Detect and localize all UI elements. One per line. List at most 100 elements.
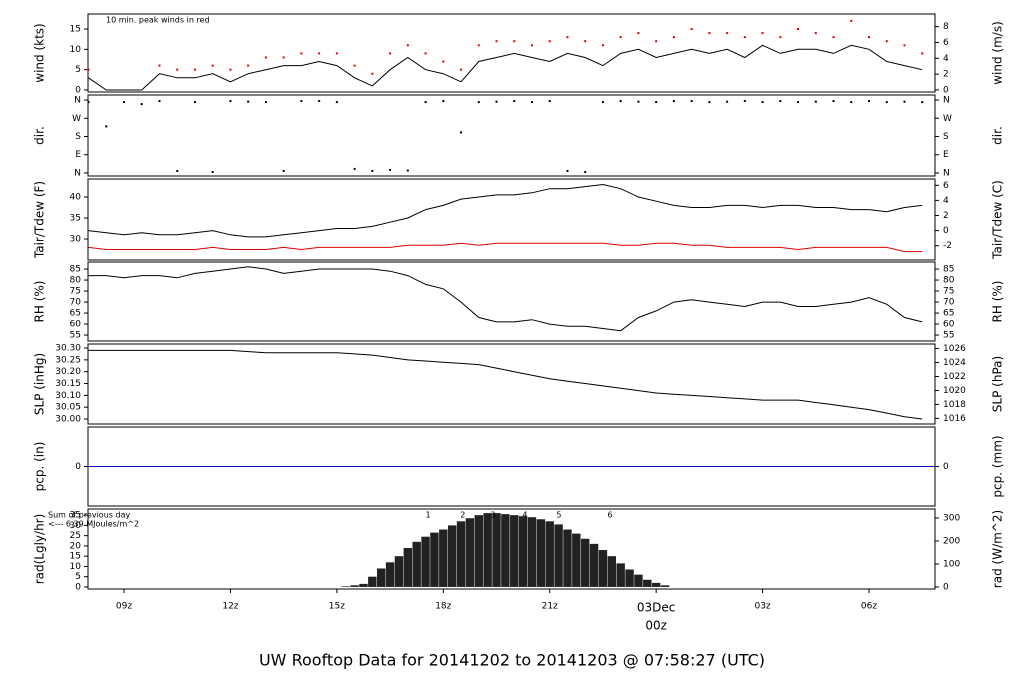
y-tick-label: 65 (70, 309, 81, 319)
bar (412, 541, 421, 587)
data-point (584, 40, 587, 43)
data-point (637, 100, 640, 103)
y2-tick-label: 8 (943, 22, 949, 32)
y-axis-title: SLP (inHg) (33, 353, 47, 415)
y2-tick-label: -2 (943, 241, 952, 251)
data-point (761, 32, 764, 35)
y-tick-label: 70 (70, 298, 82, 308)
data-point (743, 100, 746, 103)
y-tick-label: W (72, 114, 81, 124)
y2-tick-label: 55 (943, 331, 954, 341)
bar (580, 538, 590, 587)
marker-label: 3 (490, 511, 495, 520)
y2-tick-label: 1018 (943, 400, 966, 410)
bar (439, 529, 448, 587)
data-point (123, 101, 126, 104)
data-point (814, 32, 817, 35)
data-point (424, 52, 427, 55)
panel-frame (87, 261, 936, 342)
y2-tick-label: W (943, 114, 952, 124)
y-tick-label: 5 (75, 572, 81, 582)
y-axis-title: Tair/Tdew (F) (33, 181, 47, 259)
y2-tick-label: 200 (943, 536, 960, 546)
data-point (921, 101, 924, 104)
bar (563, 529, 572, 587)
data-point (460, 131, 463, 134)
y2-tick-label: 75 (943, 287, 954, 297)
bar (589, 543, 599, 587)
plot-area (88, 349, 923, 420)
y2-tick-label: 0 (943, 462, 949, 472)
marker-label: 2 (460, 511, 465, 520)
y-axis-title: pcp. (in) (33, 442, 47, 492)
data-point (495, 40, 498, 43)
y2-axis-title: dir. (991, 126, 1005, 145)
y-tick-label: 30.20 (55, 367, 81, 377)
data-point (690, 100, 693, 103)
y-tick-label: 10 (70, 562, 82, 572)
bar (625, 569, 634, 587)
bar (350, 585, 359, 587)
y2-tick-label: 4 (943, 54, 949, 64)
data-point (690, 28, 693, 31)
data-point (176, 68, 179, 71)
y-axis-title: rad(Lgly/hr) (33, 514, 47, 585)
panel-frame (87, 508, 936, 590)
y2-tick-label: 0 (943, 226, 949, 236)
y-tick-label: 30.30 (55, 344, 81, 354)
data-point (87, 68, 90, 71)
data-point (655, 40, 658, 43)
data-point (868, 100, 871, 103)
data-point (619, 100, 622, 103)
y2-tick-label: 1026 (943, 344, 966, 354)
data-point (335, 101, 338, 104)
data-point (797, 101, 800, 104)
data-line (88, 44, 923, 91)
data-point (193, 68, 196, 71)
bar (510, 515, 519, 587)
y2-tick-label: 1022 (943, 372, 966, 382)
x-tick-label: 12z (222, 602, 238, 612)
bar (634, 574, 643, 587)
bar (474, 515, 483, 587)
data-point (477, 101, 480, 104)
panel-frame (87, 178, 936, 261)
y-tick-label: 80 (70, 276, 82, 286)
panel-frame (87, 13, 936, 93)
data-point (850, 101, 853, 104)
y2-tick-label: N (943, 168, 950, 178)
data-point (87, 101, 90, 104)
y-tick-label: 85 (70, 265, 81, 275)
y2-axis-title: rad (W/m^2) (991, 510, 1005, 588)
data-point (406, 169, 409, 172)
y2-tick-label: 65 (943, 309, 954, 319)
data-point (868, 36, 871, 39)
y2-axis-title: SLP (hPa) (991, 356, 1005, 412)
data-point (513, 40, 516, 43)
data-line (88, 242, 923, 253)
data-point (318, 100, 321, 103)
annotation: Sum of previous day (48, 511, 130, 520)
y-tick-label: 30.00 (55, 415, 81, 425)
y2-tick-label: E (943, 150, 949, 160)
y-tick-label: E (75, 150, 81, 160)
y-tick-label: 0 (75, 85, 81, 95)
y-tick-label: 35 (70, 214, 81, 224)
bar (359, 583, 368, 587)
data-point (371, 169, 374, 172)
y-tick-label: 30.05 (55, 403, 81, 413)
data-point (708, 101, 711, 104)
bar (536, 519, 546, 587)
marker-label: 4 (522, 511, 527, 520)
y2-tick-label: 1024 (943, 358, 966, 368)
y-tick-label: 30.15 (55, 379, 81, 389)
data-point (761, 101, 764, 104)
bar (527, 517, 537, 587)
x-tick-label: 21z (542, 602, 558, 612)
bar (607, 556, 617, 587)
data-point (300, 52, 303, 55)
data-point (832, 100, 835, 103)
data-point (530, 101, 533, 104)
bar (465, 518, 475, 587)
